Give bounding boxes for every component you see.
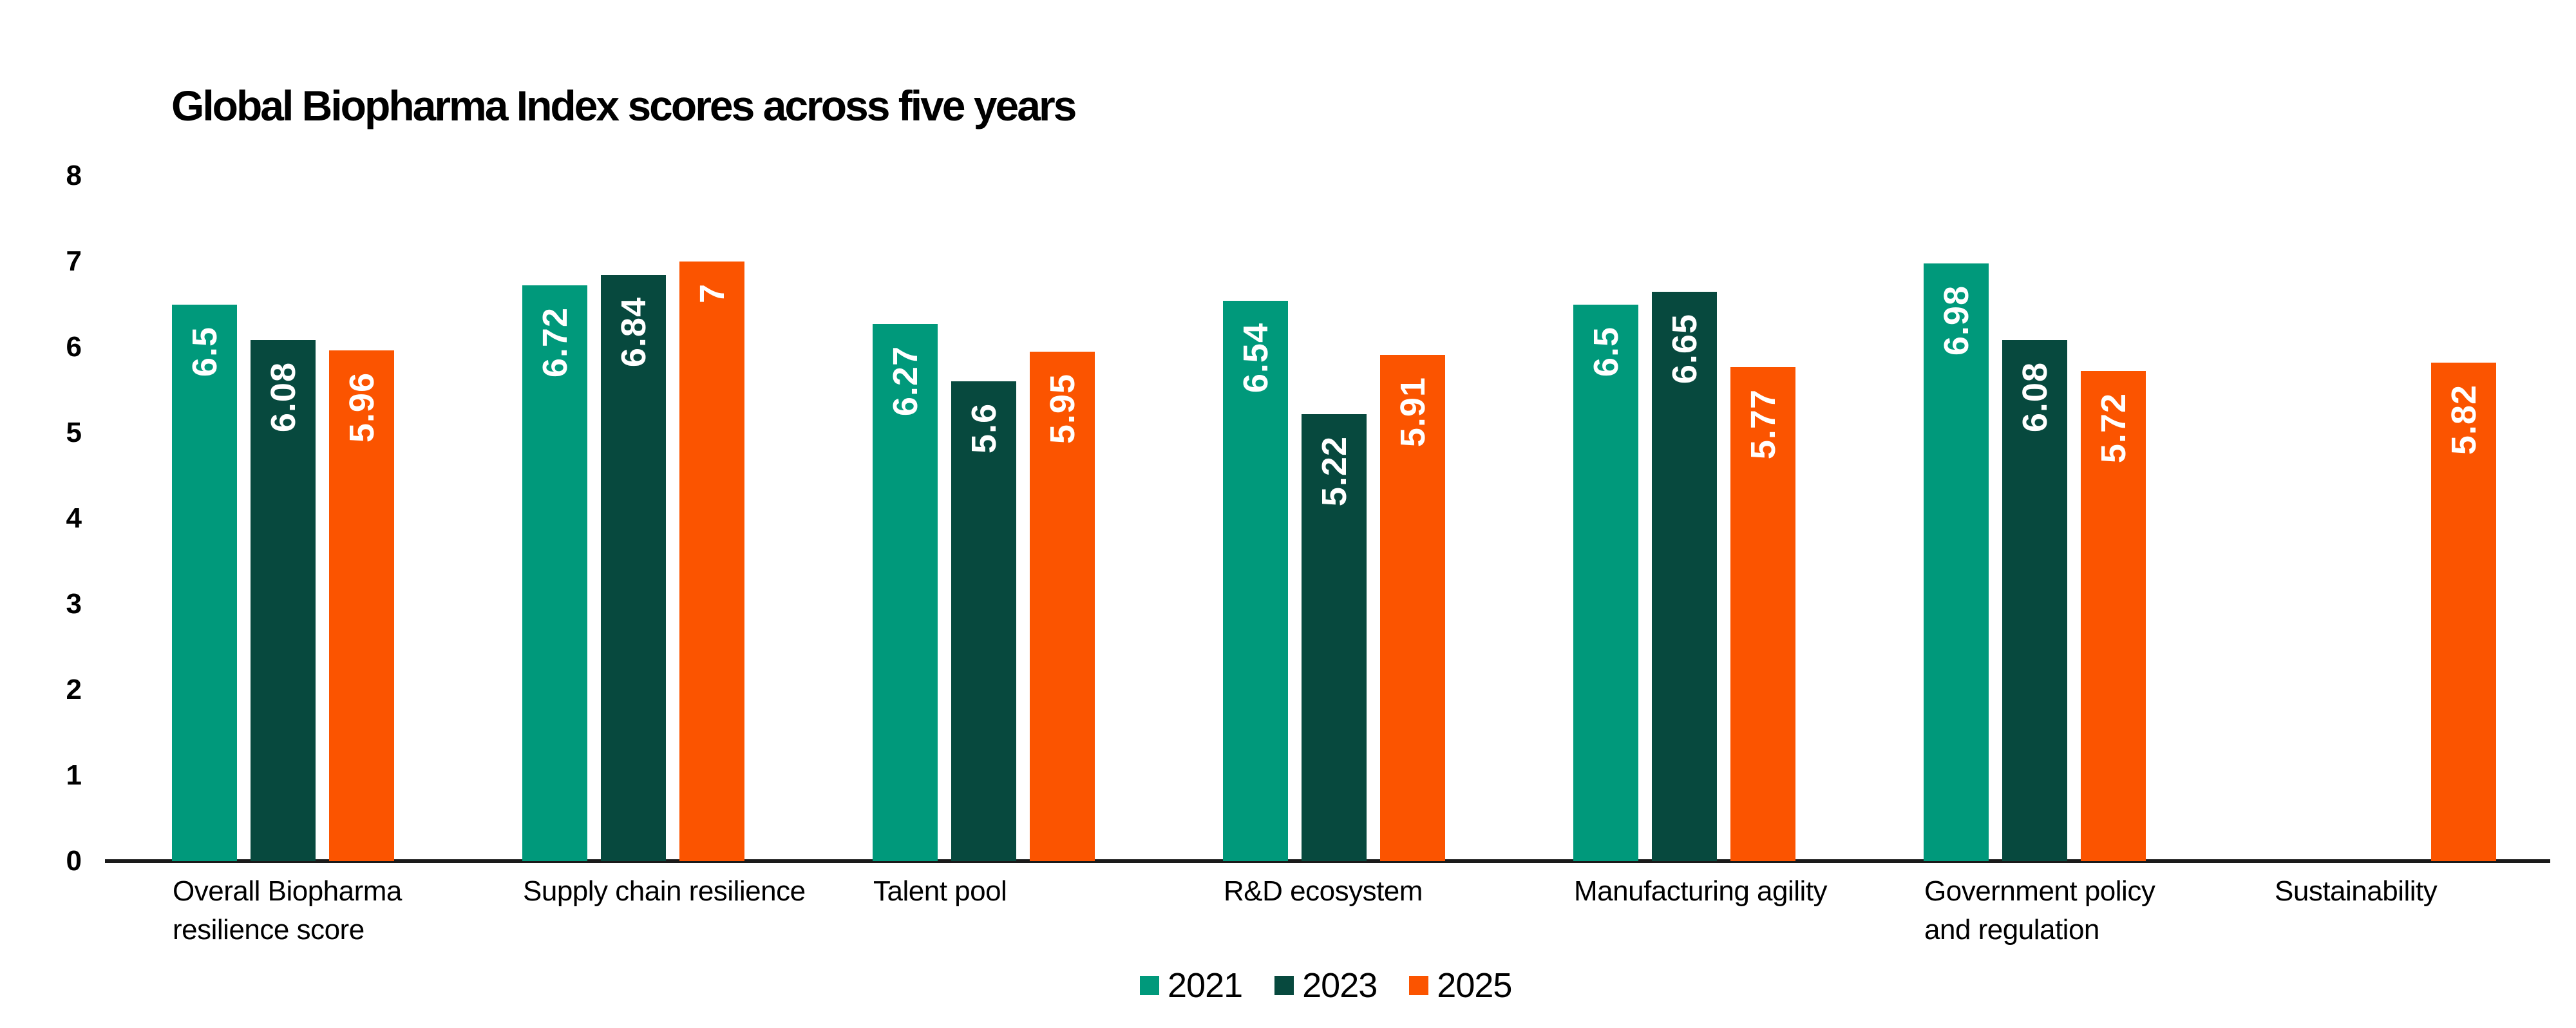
y-tick-label: 7 [66,245,82,277]
bar-value-label: 6.27 [886,346,925,417]
legend-item-2023: 2023 [1274,966,1378,1005]
bar-value-label: 6.98 [1937,285,1976,356]
legend-swatch-icon [1274,976,1294,995]
bar-value-label: 5.77 [1743,388,1783,459]
bar-value-label: 5.22 [1314,435,1354,506]
bar-value-label: 6.72 [535,307,574,378]
bar-value-label: 7 [692,283,732,304]
bar-value-label: 6.84 [614,297,653,368]
x-axis-line [105,859,2550,863]
x-category-label: R&D ecosystem [1224,875,1423,907]
bar-2025-1: 7 [679,262,744,861]
bar-2025-0: 5.96 [329,350,394,861]
bar-2023-0: 6.08 [251,340,316,861]
bar-2021-3: 6.54 [1223,301,1288,861]
bar-value-label: 6.65 [1665,313,1704,384]
x-category-label: Government policy and regulation [1924,875,2155,946]
bar-value-label: 5.6 [964,403,1003,454]
bar-2025-6: 5.82 [2431,362,2496,861]
y-tick-label: 5 [66,417,82,448]
bar-value-label: 5.82 [2444,384,2483,455]
bar-2021-4: 6.5 [1573,304,1638,861]
bar-value-label: 6.5 [1586,326,1625,377]
bar-2025-5: 5.72 [2081,371,2146,861]
bar-2021-2: 6.27 [873,324,938,861]
y-tick-label: 8 [66,160,82,191]
bar-value-label: 5.91 [1393,376,1432,448]
x-category-label: Supply chain resilience [523,875,806,907]
legend-label: 2023 [1302,966,1378,1005]
legend-swatch-icon [1140,976,1159,995]
bar-2025-3: 5.91 [1380,354,1445,861]
bar-value-label: 6.08 [2015,362,2054,433]
bar-2023-1: 6.84 [601,275,666,861]
legend-swatch-icon [1409,976,1429,995]
y-tick-label: 2 [66,674,82,705]
bar-2023-3: 5.22 [1302,414,1367,861]
bar-2025-4: 5.77 [1730,366,1795,861]
y-tick-label: 1 [66,759,82,791]
bar-value-label: 5.72 [2094,393,2133,464]
chart-title: Global Biopharma Index scores across fiv… [171,82,1077,129]
x-category-label: Overall Biopharma resilience score [173,875,402,946]
y-tick-label: 0 [66,845,82,877]
bar-value-label: 6.54 [1236,323,1275,394]
y-tick-label: 6 [66,331,82,363]
legend-label: 2025 [1437,966,1512,1005]
bar-value-label: 6.08 [263,362,303,433]
bar-2023-5: 6.08 [2002,340,2067,861]
bar-value-label: 5.96 [342,372,381,443]
y-tick-label: 4 [66,502,82,534]
x-category-label: Manufacturing agility [1574,875,1828,907]
y-tick-label: 3 [66,588,82,620]
legend: 2021 2023 2025 [1140,966,1512,1005]
x-category-label: Sustainability [2275,875,2438,907]
bar-2021-1: 6.72 [522,285,587,861]
bar-2023-4: 6.65 [1652,291,1717,861]
bar-value-label: 5.95 [1043,373,1082,444]
bar-2023-2: 5.6 [951,381,1016,861]
bar-2021-0: 6.5 [172,304,237,861]
x-category-label: Talent pool [873,875,1007,907]
legend-item-2021: 2021 [1140,966,1243,1005]
bar-value-label: 6.5 [185,326,224,377]
bar-2025-2: 5.95 [1030,351,1095,861]
legend-label: 2021 [1168,966,1243,1005]
bar-2021-5: 6.98 [1924,263,1989,861]
legend-item-2025: 2025 [1409,966,1512,1005]
